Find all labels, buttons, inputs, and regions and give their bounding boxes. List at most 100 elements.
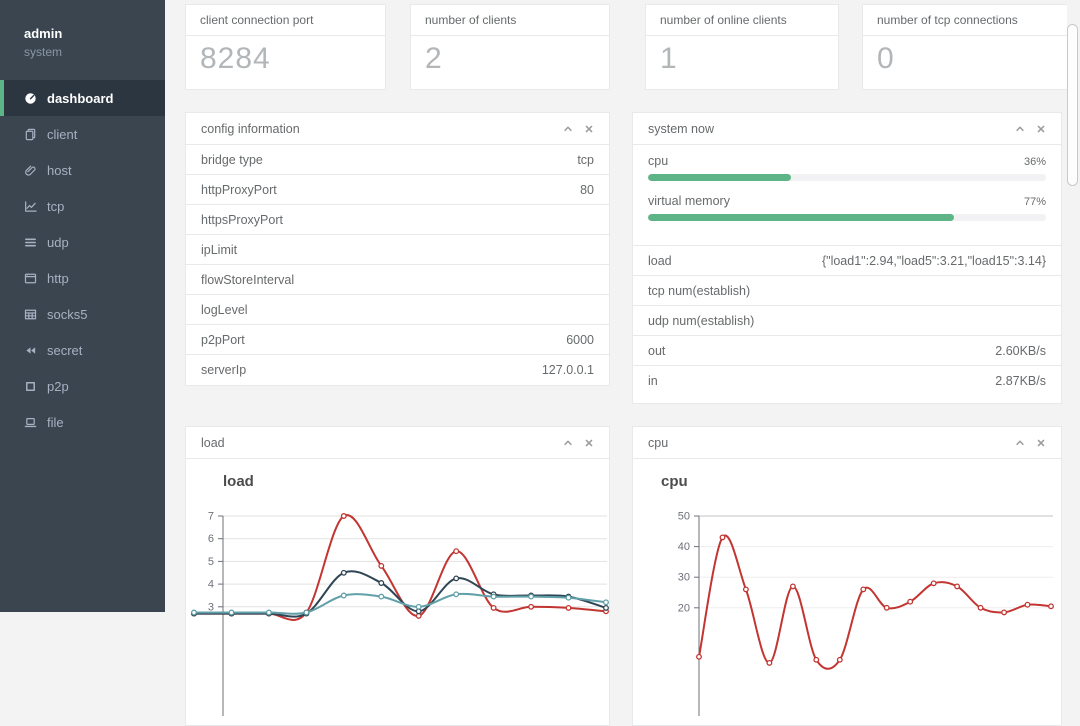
sidebar-item-client[interactable]: client: [0, 116, 165, 152]
close-icon[interactable]: [584, 124, 594, 134]
files-icon: [22, 128, 38, 141]
sidebar-item-file[interactable]: file: [0, 404, 165, 440]
laptop-icon: [22, 416, 38, 429]
row-value: 6000: [566, 332, 594, 347]
table-row: udp num(establish): [633, 305, 1061, 335]
row-value: 2.60KB/s: [995, 343, 1046, 358]
sidebar-item-label: tcp: [47, 198, 65, 214]
stat-card-title: number of tcp connections: [863, 5, 1067, 36]
table-row: tcp num(establish): [633, 275, 1061, 305]
sidebar-item-label: socks5: [47, 306, 88, 322]
sidebar-item-dashboard[interactable]: dashboard: [0, 80, 165, 116]
sidebar-item-label: host: [47, 162, 72, 178]
square-icon: [22, 380, 38, 393]
stat-card-value: 8284: [200, 42, 271, 75]
collapse-icon[interactable]: [563, 438, 573, 448]
table-row: httpsProxyPort: [186, 205, 609, 235]
svg-text:5: 5: [208, 556, 214, 568]
system-table: load {"load1":2.94,"load5":3.21,"load15":…: [633, 245, 1061, 395]
sidebar-item-socks5[interactable]: socks5: [0, 296, 165, 332]
close-icon[interactable]: [1036, 124, 1046, 134]
system-gauges: cpu 36% virtual memory 77%: [633, 145, 1061, 221]
sidebar-item-udp[interactable]: udp: [0, 224, 165, 260]
gauge-percent: 77%: [1023, 196, 1046, 208]
panel-config-information: config information bridge type tcp httpPro…: [185, 112, 610, 386]
row-label: logLevel: [201, 302, 248, 317]
gauge-bar: [648, 214, 955, 221]
sidebar-item-tcp[interactable]: tcp: [0, 188, 165, 224]
collapse-icon[interactable]: [563, 124, 573, 134]
panel-title: cpu: [648, 435, 669, 450]
panel-tools: [1015, 438, 1046, 448]
gauge-virtual-memory: virtual memory 77%: [648, 194, 1046, 221]
sidebar-item-label: secret: [47, 342, 83, 358]
row-value: tcp: [577, 152, 594, 167]
svg-text:4: 4: [208, 579, 214, 591]
main-content: client connection port 8284 number of cl…: [165, 0, 1080, 726]
panel-system-now: system now cpu 36% virtual memory 77% load…: [632, 112, 1062, 404]
svg-text:20: 20: [678, 602, 690, 614]
user-role: system: [24, 45, 63, 59]
table-row: p2pPort 6000: [186, 325, 609, 355]
svg-text:7: 7: [208, 511, 214, 523]
sidebar-item-p2p[interactable]: p2p: [0, 368, 165, 404]
row-label: flowStoreInterval: [201, 272, 295, 287]
row-label: tcp num(establish): [648, 283, 751, 298]
sidebar-item-label: http: [47, 270, 69, 286]
close-icon[interactable]: [1036, 438, 1046, 448]
panel-header: cpu: [633, 427, 1061, 459]
stat-card-title: client connection port: [186, 5, 385, 36]
stat-card-title: number of online clients: [646, 5, 838, 36]
sidebar-item-http[interactable]: http: [0, 260, 165, 296]
svg-text:30: 30: [678, 572, 690, 584]
panel-load-chart: load load 7 6 5 4 3: [185, 426, 610, 726]
svg-text:40: 40: [678, 541, 690, 553]
row-label: in: [648, 373, 658, 388]
stat-card: number of tcp connections 0: [862, 4, 1068, 90]
row-value: 127.0.0.1: [541, 363, 594, 377]
user-profile: admin system: [0, 0, 165, 59]
browser-icon: [22, 272, 38, 285]
sidebar-item-label: udp: [47, 234, 69, 250]
panel-tools: [1015, 124, 1046, 134]
gauge-percent: 36%: [1023, 156, 1046, 168]
panel-title: system now: [648, 121, 714, 136]
row-label: load: [648, 253, 672, 268]
scrollbar-track[interactable]: [1067, 0, 1080, 612]
row-label: serverIp: [201, 363, 247, 377]
table-row: bridge type tcp: [186, 145, 609, 175]
backward-icon: [22, 344, 38, 357]
collapse-icon[interactable]: [1015, 124, 1025, 134]
panel-header: system now: [633, 113, 1061, 145]
row-value: {"load1":2.94,"load5":3.21,"load15":3.14…: [821, 253, 1046, 268]
load-chart-title: load: [223, 473, 254, 490]
table-row: httpProxyPort 80: [186, 175, 609, 205]
scrollbar-thumb[interactable]: [1067, 24, 1078, 186]
load-chart-svg: 7 6 5 4 3: [191, 511, 609, 716]
sidebar-item-secret[interactable]: secret: [0, 332, 165, 368]
gauge-label: virtual memory: [648, 194, 730, 208]
row-value: 2.87KB/s: [995, 373, 1046, 388]
svg-text:50: 50: [678, 511, 690, 523]
panel-title: config information: [201, 121, 300, 136]
cpu-chart-title: cpu: [661, 473, 688, 490]
line-chart-icon: [22, 200, 38, 213]
row-label: ipLimit: [201, 242, 238, 257]
stat-card-value: 1: [660, 42, 678, 75]
row-label: bridge type: [201, 152, 263, 167]
sidebar-menu: dashboard client host tcp udp http socks5 secre…: [0, 80, 165, 440]
close-icon[interactable]: [584, 438, 594, 448]
panel-header: load: [186, 427, 609, 459]
sidebar-item-host[interactable]: host: [0, 152, 165, 188]
user-name: admin: [24, 26, 63, 41]
panel-title: load: [201, 435, 225, 450]
config-table: bridge type tcp httpProxyPort 80 httpsProxyP…: [186, 145, 609, 385]
row-label: p2pPort: [201, 332, 245, 347]
gauge-bar: [648, 174, 792, 181]
sidebar-item-label: p2p: [47, 378, 69, 394]
panel-header: config information: [186, 113, 609, 145]
stat-card: number of clients 2: [410, 4, 610, 90]
collapse-icon[interactable]: [1015, 438, 1025, 448]
table-icon: [22, 308, 38, 321]
stat-card: client connection port 8284: [185, 4, 386, 90]
